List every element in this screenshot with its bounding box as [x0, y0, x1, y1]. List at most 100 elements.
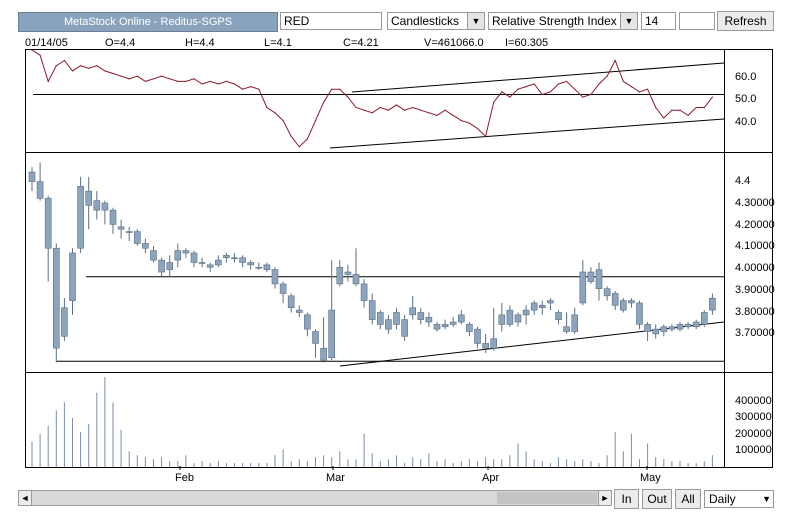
- rsi-point: [460, 120, 462, 122]
- candle-body: [385, 319, 392, 330]
- candle-body: [352, 274, 360, 285]
- scroll-thumb[interactable]: [497, 492, 597, 504]
- candle-body: [150, 250, 157, 261]
- scroll-left-button[interactable]: ◄: [18, 490, 32, 506]
- candle-body: [158, 259, 165, 273]
- rsi-upper-trendline: [351, 62, 725, 93]
- candle-body: [684, 324, 692, 328]
- price-tick-label: 4.4: [735, 175, 751, 187]
- show-all-button[interactable]: All: [675, 489, 701, 509]
- rsi-point: [582, 96, 584, 98]
- candle-body: [279, 283, 287, 294]
- horizontal-scrollbar[interactable]: ◄ ►: [18, 490, 612, 506]
- candle-body: [368, 300, 376, 320]
- candle-body: [93, 200, 101, 211]
- candle-body: [538, 305, 546, 309]
- price-rising-trendline: [339, 321, 725, 367]
- candle-body: [700, 312, 708, 325]
- rsi-point: [647, 88, 649, 90]
- candle-body: [304, 314, 311, 330]
- rsi-point: [363, 109, 365, 111]
- rsi-point: [630, 86, 633, 88]
- rsi-lower-trendline: [329, 118, 725, 149]
- rsi-point: [274, 112, 276, 114]
- rsi-point: [88, 67, 90, 69]
- rsi-point: [209, 80, 211, 82]
- candle-body: [376, 312, 384, 325]
- candle-body: [401, 319, 408, 337]
- rsi-point: [695, 106, 697, 109]
- candle-body: [417, 312, 425, 320]
- rsi-point: [161, 75, 163, 77]
- rsi-point: [128, 78, 130, 80]
- rsi-point: [687, 114, 689, 116]
- candle-body: [498, 314, 506, 325]
- candle-body: [28, 171, 36, 182]
- price-tick-label: 3.70000: [735, 327, 775, 339]
- rsi-point: [201, 83, 203, 85]
- rsi-tick-label: 50.0: [735, 93, 757, 105]
- candle-body: [547, 300, 554, 304]
- info-close: C=4.21: [343, 37, 379, 49]
- price-pane-frame: [25, 152, 773, 373]
- price-tick-label: 4.30000: [735, 197, 775, 209]
- rsi-point: [598, 83, 600, 85]
- rsi-tick-label: 40.0: [735, 116, 757, 128]
- candle-body: [77, 186, 84, 249]
- rsi-point: [501, 91, 503, 93]
- scroll-right-button[interactable]: ►: [598, 490, 612, 506]
- rsi-point: [298, 146, 300, 148]
- chevron-down-icon: ▼: [467, 13, 484, 29]
- x-tick-label: Mar: [326, 472, 345, 484]
- candle-body: [69, 252, 76, 301]
- candle-body: [692, 321, 700, 328]
- rsi-point: [420, 109, 422, 111]
- rsi-point: [282, 120, 284, 122]
- candle-body: [425, 316, 433, 323]
- x-tick-label: Apr: [482, 472, 500, 484]
- candle-body: [166, 262, 173, 270]
- rsi-point: [266, 106, 268, 109]
- refresh-button[interactable]: Refresh: [717, 11, 774, 31]
- chart-type-value: Candlesticks: [391, 14, 460, 28]
- rsi-point: [339, 88, 341, 90]
- rsi-point: [112, 72, 114, 75]
- price-tick-label: 4.10000: [735, 240, 775, 252]
- candle-body: [652, 328, 660, 335]
- rsi-point: [412, 106, 414, 109]
- indicator-value: Relative Strength Index: [492, 14, 617, 28]
- rsi-point: [679, 109, 681, 111]
- candle-body: [587, 271, 595, 282]
- candle-body: [482, 343, 489, 349]
- candle-body: [61, 307, 68, 337]
- info-open: O=4.4: [105, 37, 136, 49]
- period-input[interactable]: 14: [641, 12, 676, 30]
- rsi-point: [614, 59, 616, 62]
- rsi-point: [566, 80, 568, 82]
- interval-select[interactable]: Daily ▼: [704, 490, 774, 508]
- candle-body: [312, 331, 319, 344]
- rsi-point: [306, 138, 308, 140]
- x-tick-label: Feb: [175, 472, 194, 484]
- candle-body: [190, 252, 198, 263]
- chart-type-select[interactable]: Candlesticks ▼: [387, 12, 485, 30]
- rsi-point: [436, 114, 438, 116]
- zoom-in-button[interactable]: In: [614, 489, 639, 509]
- candle-body: [457, 314, 465, 323]
- rsi-pane-frame: [25, 49, 773, 153]
- rsi-point: [557, 83, 560, 85]
- rsi-point: [663, 117, 665, 119]
- zoom-out-button[interactable]: Out: [642, 489, 672, 509]
- rsi-point: [152, 78, 155, 80]
- extra-input[interactable]: [679, 12, 715, 30]
- candle-body: [644, 324, 651, 332]
- candle-body: [223, 255, 230, 259]
- volume-pane-frame: [25, 372, 773, 468]
- candle-body: [328, 309, 336, 359]
- info-date: 01/14/05: [25, 37, 68, 49]
- info-volume: V=461066.0: [424, 37, 484, 49]
- symbol-input[interactable]: RED: [280, 12, 382, 30]
- indicator-select[interactable]: Relative Strength Index ▼: [488, 12, 638, 30]
- rsi-point: [323, 101, 325, 103]
